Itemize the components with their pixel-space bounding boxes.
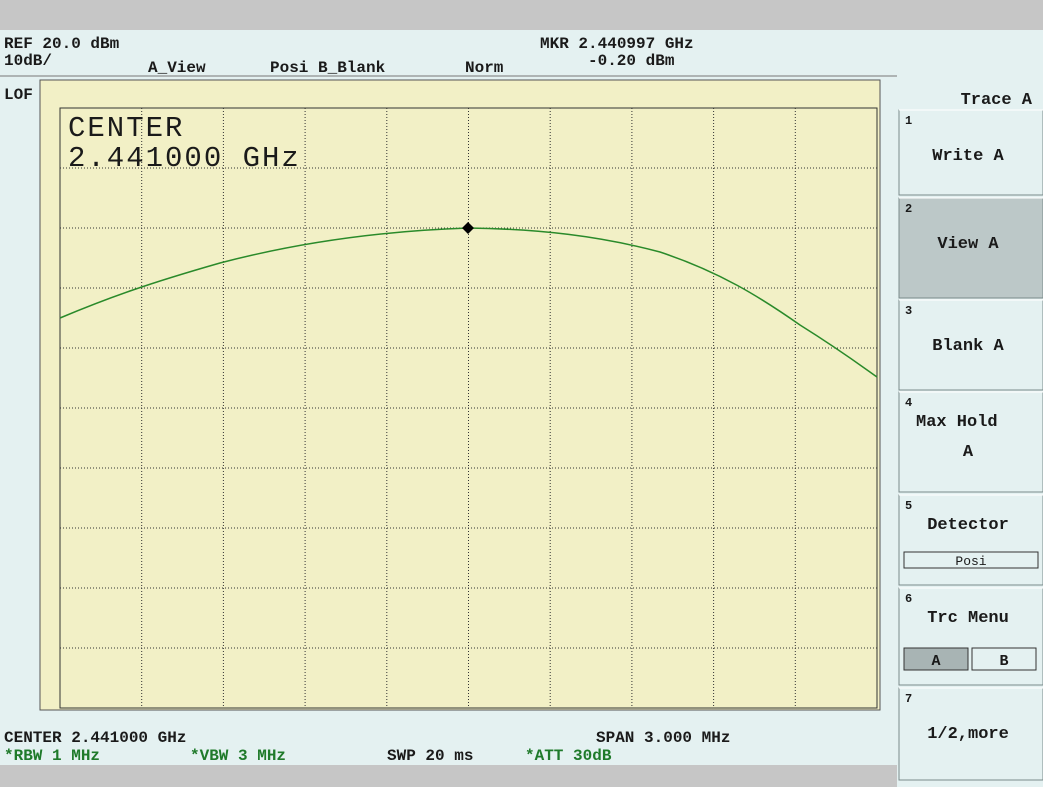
softkey (898, 687, 1043, 781)
center-label: CENTER (68, 112, 184, 145)
softkey-number: 3 (905, 304, 912, 318)
center-value: 2.441000 GHz (68, 142, 301, 175)
softkey-number: 5 (905, 499, 912, 513)
softkey (898, 391, 1043, 493)
marker-freq: MKR 2.440997 GHz (540, 35, 694, 53)
softkey-label: Max Hold (916, 413, 998, 432)
trace-a-state: A_View (148, 59, 206, 77)
footer-span: SPAN 3.000 MHz (596, 729, 730, 747)
softkey (898, 494, 1043, 586)
footer-att: *ATT 30dB (525, 747, 612, 765)
softkey (898, 109, 1043, 196)
option-box (971, 647, 1037, 671)
softkey-label: A (963, 443, 974, 462)
softkey-option: B (999, 653, 1008, 670)
footer-center: CENTER 2.441000 GHz (4, 729, 186, 747)
trace (59, 227, 878, 378)
softkey-number: 6 (905, 592, 912, 606)
ref-level: REF 20.0 dBm (4, 35, 120, 53)
mode: Norm (465, 59, 504, 77)
softkey-option: A (931, 653, 940, 670)
softkey-title: Trace A (961, 91, 1033, 110)
softkey-label: Write A (932, 147, 1004, 166)
softkey-label: View A (937, 235, 999, 254)
softkey-option: Posi (955, 554, 986, 569)
softkey-number: 1 (905, 114, 912, 128)
option-box (903, 551, 1039, 569)
softkey-label: 1/2,more (927, 725, 1009, 744)
marker (462, 222, 474, 234)
softkey-number: 2 (905, 202, 912, 216)
footer-rbw: *RBW 1 MHz (4, 747, 100, 765)
softkey-number: 7 (905, 692, 912, 706)
softkey-label: Detector (927, 516, 1009, 535)
marker-level: -0.20 dBm (588, 52, 675, 70)
footer-swp: SWP 20 ms (387, 747, 473, 765)
detector: Posi (270, 59, 308, 77)
softkey-label: Trc Menu (927, 609, 1009, 628)
scale: 10dB/ (4, 52, 52, 70)
lof: LOF (4, 86, 33, 104)
plot-area (39, 79, 881, 711)
softkey-number: 4 (905, 396, 912, 410)
softkey (898, 197, 1043, 299)
footer-vbw: *VBW 3 MHz (190, 747, 286, 765)
softkey-label: Blank A (932, 337, 1004, 356)
option-box (903, 647, 969, 671)
trace-b-state: B_Blank (318, 59, 386, 77)
